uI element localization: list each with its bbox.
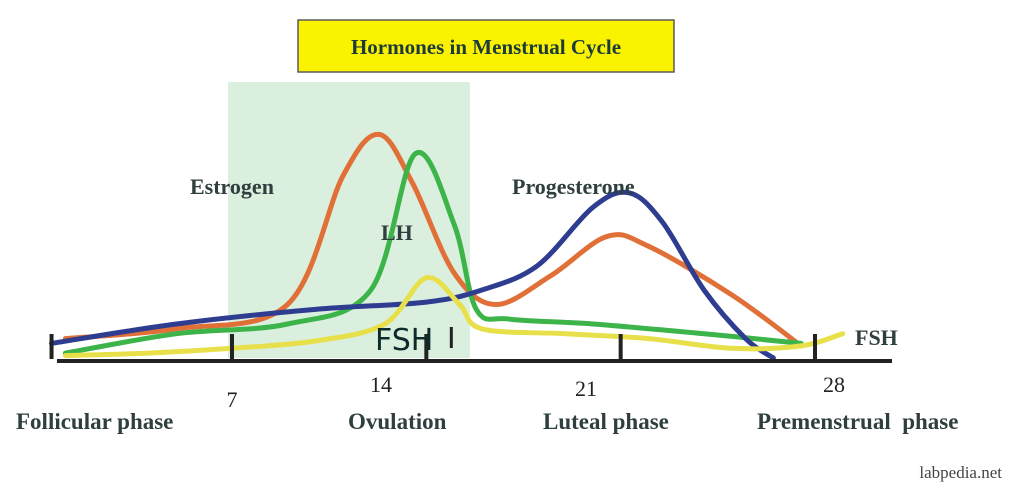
series-line-fsh bbox=[62, 275, 846, 359]
phase-label-luteal: Luteal phase bbox=[543, 409, 669, 434]
watermark: labpedia.net bbox=[919, 463, 1002, 482]
chart-title: Hormones in Menstrual Cycle bbox=[351, 35, 621, 59]
series-layer bbox=[49, 131, 846, 361]
estrogen-label: Estrogen bbox=[190, 174, 274, 199]
fsh-inner-label: FSH bbox=[375, 323, 433, 358]
progesterone-label: Progesterone bbox=[512, 174, 635, 199]
tick-label-28: 28 bbox=[823, 372, 845, 397]
tick-label-7: 7 bbox=[227, 387, 238, 412]
lh-label: LH bbox=[381, 220, 413, 245]
series-line-lh bbox=[62, 149, 804, 356]
series-line-progesterone bbox=[49, 189, 776, 361]
tick-label-21: 21 bbox=[575, 376, 597, 401]
title-box bbox=[297, 19, 675, 73]
ticks-layer bbox=[49, 327, 817, 359]
series-line-estrogen bbox=[62, 131, 804, 349]
phase-label-premenstrual: Premenstrual phase bbox=[757, 409, 958, 434]
phase-label-follicular: Follicular phase bbox=[16, 409, 173, 434]
fsh-right-label: FSH bbox=[855, 325, 898, 350]
tick-label-14: 14 bbox=[370, 372, 392, 397]
phase-label-ovulation: Ovulation bbox=[348, 409, 447, 434]
